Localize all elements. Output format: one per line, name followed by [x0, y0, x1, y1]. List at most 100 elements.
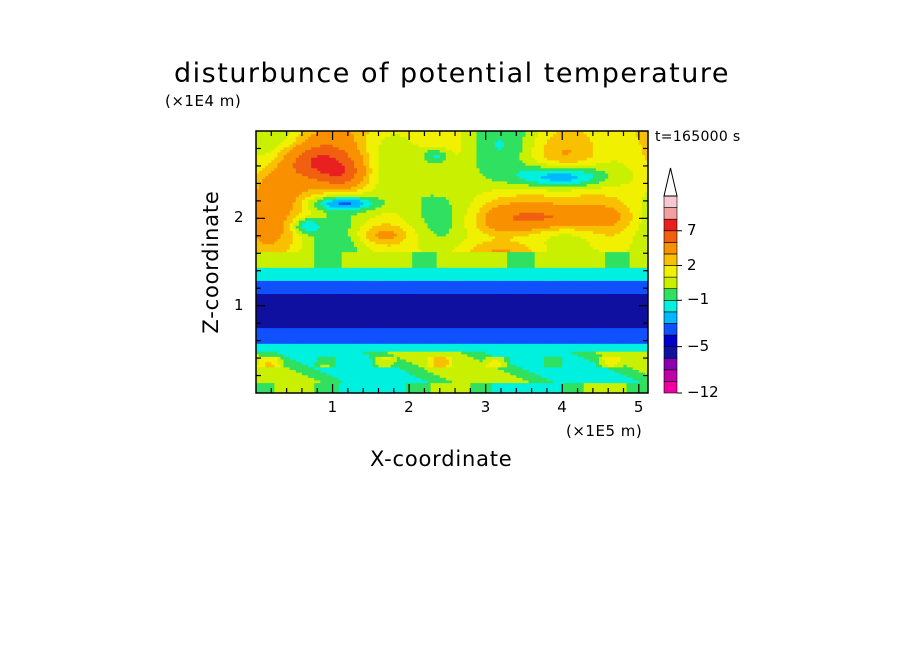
heatmap-cell — [354, 285, 358, 289]
heatmap-cell — [256, 296, 260, 300]
heatmap-cell — [295, 209, 300, 213]
heatmap-cell — [354, 353, 358, 357]
heatmap-cell — [289, 133, 294, 137]
heatmap-cell — [286, 246, 291, 250]
heatmap-cell — [378, 243, 383, 247]
heatmap-cell — [259, 259, 263, 263]
heatmap-cell — [308, 230, 312, 234]
heatmap-cell — [390, 217, 395, 221]
heatmap-cell — [265, 353, 269, 357]
heatmap-cell — [338, 191, 343, 195]
heatmap-cell — [387, 133, 392, 137]
heatmap-cell — [308, 296, 312, 300]
heatmap-cell — [357, 180, 361, 184]
heatmap-cell — [277, 285, 282, 289]
heatmap-cell — [277, 193, 282, 198]
heatmap-cell — [372, 340, 377, 344]
heatmap-cell — [363, 385, 367, 389]
heatmap-cell — [311, 288, 315, 292]
heatmap-cell — [384, 256, 389, 260]
heatmap-cell — [323, 351, 328, 355]
heatmap-cell — [317, 311, 321, 315]
heatmap-cell — [277, 293, 282, 297]
heatmap-cell — [366, 335, 370, 339]
heatmap-cell — [295, 204, 300, 208]
heatmap-cell — [338, 372, 343, 376]
heatmap-cell — [372, 256, 377, 260]
heatmap-cell — [314, 230, 318, 234]
heatmap-cell — [335, 151, 340, 156]
heatmap-cell — [332, 206, 337, 211]
heatmap-cell — [387, 191, 392, 195]
heatmap-cell — [311, 306, 315, 310]
heatmap-cell — [390, 275, 395, 279]
heatmap-cell — [271, 256, 275, 260]
heatmap-cell — [323, 303, 328, 308]
heatmap-cell — [256, 157, 260, 161]
heatmap-cell — [357, 146, 361, 150]
heatmap-cell — [323, 330, 328, 334]
heatmap-cell — [292, 309, 297, 313]
heatmap-cell — [375, 277, 380, 281]
heatmap-cell — [323, 262, 328, 266]
heatmap-cell — [320, 351, 324, 355]
heatmap-cell — [311, 267, 315, 271]
heatmap-cell — [298, 314, 303, 318]
heatmap-cell — [344, 337, 349, 342]
heatmap-cell — [335, 269, 340, 274]
heatmap-cell — [341, 138, 346, 143]
heatmap-cell — [301, 280, 306, 284]
heatmap-cell — [387, 180, 392, 184]
heatmap-cell — [265, 366, 269, 371]
heatmap-cell — [332, 149, 337, 153]
heatmap-cell — [363, 343, 367, 347]
heatmap-cell — [320, 162, 324, 166]
heatmap-cell — [384, 285, 389, 289]
heatmap-cell — [387, 366, 392, 371]
heatmap-cell — [390, 385, 395, 389]
heatmap-cell — [305, 186, 309, 190]
heatmap-cell — [301, 222, 306, 226]
heatmap-cell — [308, 233, 312, 237]
heatmap-cell — [335, 167, 340, 171]
heatmap-cell — [384, 343, 389, 347]
heatmap-cell — [320, 206, 324, 211]
heatmap-cell — [262, 157, 266, 161]
heatmap-cell — [378, 330, 383, 334]
heatmap-cell — [338, 327, 343, 331]
heatmap-cell — [283, 138, 288, 143]
heatmap-cell — [277, 178, 282, 182]
heatmap-cell — [283, 144, 288, 148]
heatmap-cell — [357, 309, 361, 313]
heatmap-cell — [301, 217, 306, 221]
heatmap-cell — [372, 377, 377, 381]
heatmap-cell — [390, 356, 395, 360]
heatmap-cell — [384, 259, 389, 263]
heatmap-cell — [323, 390, 328, 393]
heatmap-cell — [381, 267, 386, 271]
heatmap-cell — [265, 282, 269, 287]
heatmap-cell — [268, 356, 272, 360]
heatmap-cell — [347, 170, 352, 174]
heatmap-cell — [286, 259, 291, 263]
heatmap-cell — [268, 159, 272, 164]
heatmap-cell — [292, 138, 297, 143]
heatmap-cell — [381, 296, 386, 300]
heatmap-cell — [341, 319, 346, 323]
heatmap-cell — [268, 170, 272, 174]
heatmap-cell — [295, 138, 300, 143]
heatmap-cell — [363, 246, 367, 250]
heatmap-cell — [347, 303, 352, 308]
heatmap-cell — [286, 340, 291, 344]
heatmap-cell — [341, 288, 346, 292]
heatmap-cell — [311, 382, 315, 386]
heatmap-cell — [274, 214, 279, 219]
heatmap-cell — [329, 366, 334, 371]
heatmap-cell — [357, 188, 361, 192]
heatmap-cell — [295, 358, 300, 363]
heatmap-cell — [329, 293, 334, 297]
heatmap-cell — [295, 131, 300, 135]
heatmap-cell — [338, 146, 343, 150]
heatmap-cell — [375, 351, 380, 355]
heatmap-cell — [292, 364, 297, 368]
